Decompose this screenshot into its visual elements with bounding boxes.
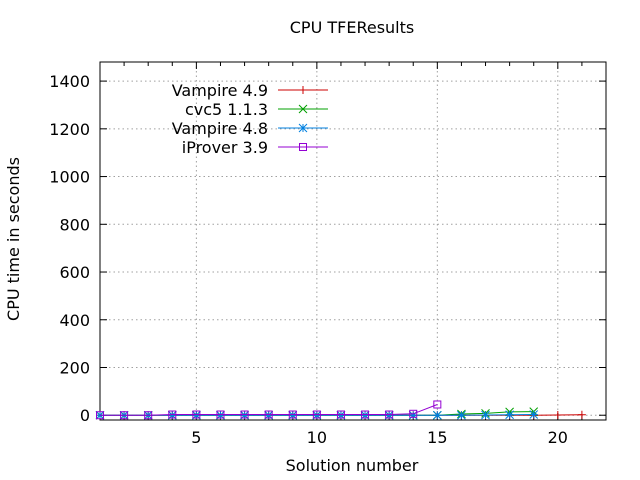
data-point xyxy=(336,410,346,420)
y-axis-title: CPU time in seconds xyxy=(4,157,23,321)
data-point xyxy=(553,410,562,419)
data-point xyxy=(240,410,249,420)
data-point xyxy=(457,410,466,420)
data-point xyxy=(216,410,225,419)
data-point xyxy=(144,411,153,420)
plot-frame xyxy=(99,61,607,421)
x-tick-label: 10 xyxy=(307,428,327,447)
y-tick-label: 1400 xyxy=(49,72,90,91)
data-point xyxy=(298,104,308,114)
data-point xyxy=(299,143,307,151)
data-point xyxy=(408,410,418,420)
y-tick-label: 0 xyxy=(80,406,90,425)
data-point xyxy=(385,410,394,419)
series-layer xyxy=(95,400,586,420)
data-point xyxy=(361,410,370,419)
legend-label: cvc5 1.1.3 xyxy=(185,100,268,119)
y-tick-label: 1000 xyxy=(49,168,90,187)
data-point xyxy=(288,410,297,419)
data-point xyxy=(96,411,104,420)
y-tick-label: 800 xyxy=(59,215,90,234)
grid xyxy=(100,62,606,420)
series-iprover-3-9 xyxy=(96,400,442,420)
data-point xyxy=(299,86,307,94)
legend-label: Vampire 4.9 xyxy=(172,81,268,100)
data-point xyxy=(481,410,490,420)
data-point xyxy=(577,410,586,419)
x-tick-label: 20 xyxy=(548,428,568,447)
data-point xyxy=(312,410,322,420)
data-point xyxy=(288,410,298,420)
data-point xyxy=(264,410,274,420)
data-point xyxy=(312,410,321,419)
y-tick-label: 200 xyxy=(59,358,90,377)
data-point xyxy=(409,409,418,418)
x-axis-title: Solution number xyxy=(286,456,419,475)
legend-label: Vampire 4.8 xyxy=(172,119,268,138)
data-point xyxy=(384,410,394,420)
data-point xyxy=(192,410,201,420)
x-tick-label: 5 xyxy=(191,428,201,447)
data-point xyxy=(240,410,249,419)
y-tick-label: 600 xyxy=(59,263,90,282)
data-point xyxy=(298,123,308,133)
y-tick-label: 400 xyxy=(59,311,90,330)
legend-label: iProver 3.9 xyxy=(182,138,268,157)
series-line xyxy=(100,404,438,416)
data-point xyxy=(336,410,345,419)
data-point xyxy=(192,410,201,419)
data-point xyxy=(505,410,514,420)
data-point xyxy=(360,410,370,420)
data-point xyxy=(433,400,442,409)
chart-title: CPU TFEResults xyxy=(290,18,414,37)
data-point xyxy=(432,410,442,420)
data-point xyxy=(120,411,129,420)
x-tick-label: 15 xyxy=(427,428,447,447)
y-tick-label: 1200 xyxy=(49,120,90,139)
data-point xyxy=(168,410,177,419)
data-point xyxy=(264,410,273,419)
axis-ticks: 0 200 400 600 800 1000 1200 1400 5 10 15 20 xyxy=(49,62,607,447)
data-point xyxy=(529,410,539,419)
data-point xyxy=(216,410,225,420)
data-point xyxy=(167,410,177,420)
